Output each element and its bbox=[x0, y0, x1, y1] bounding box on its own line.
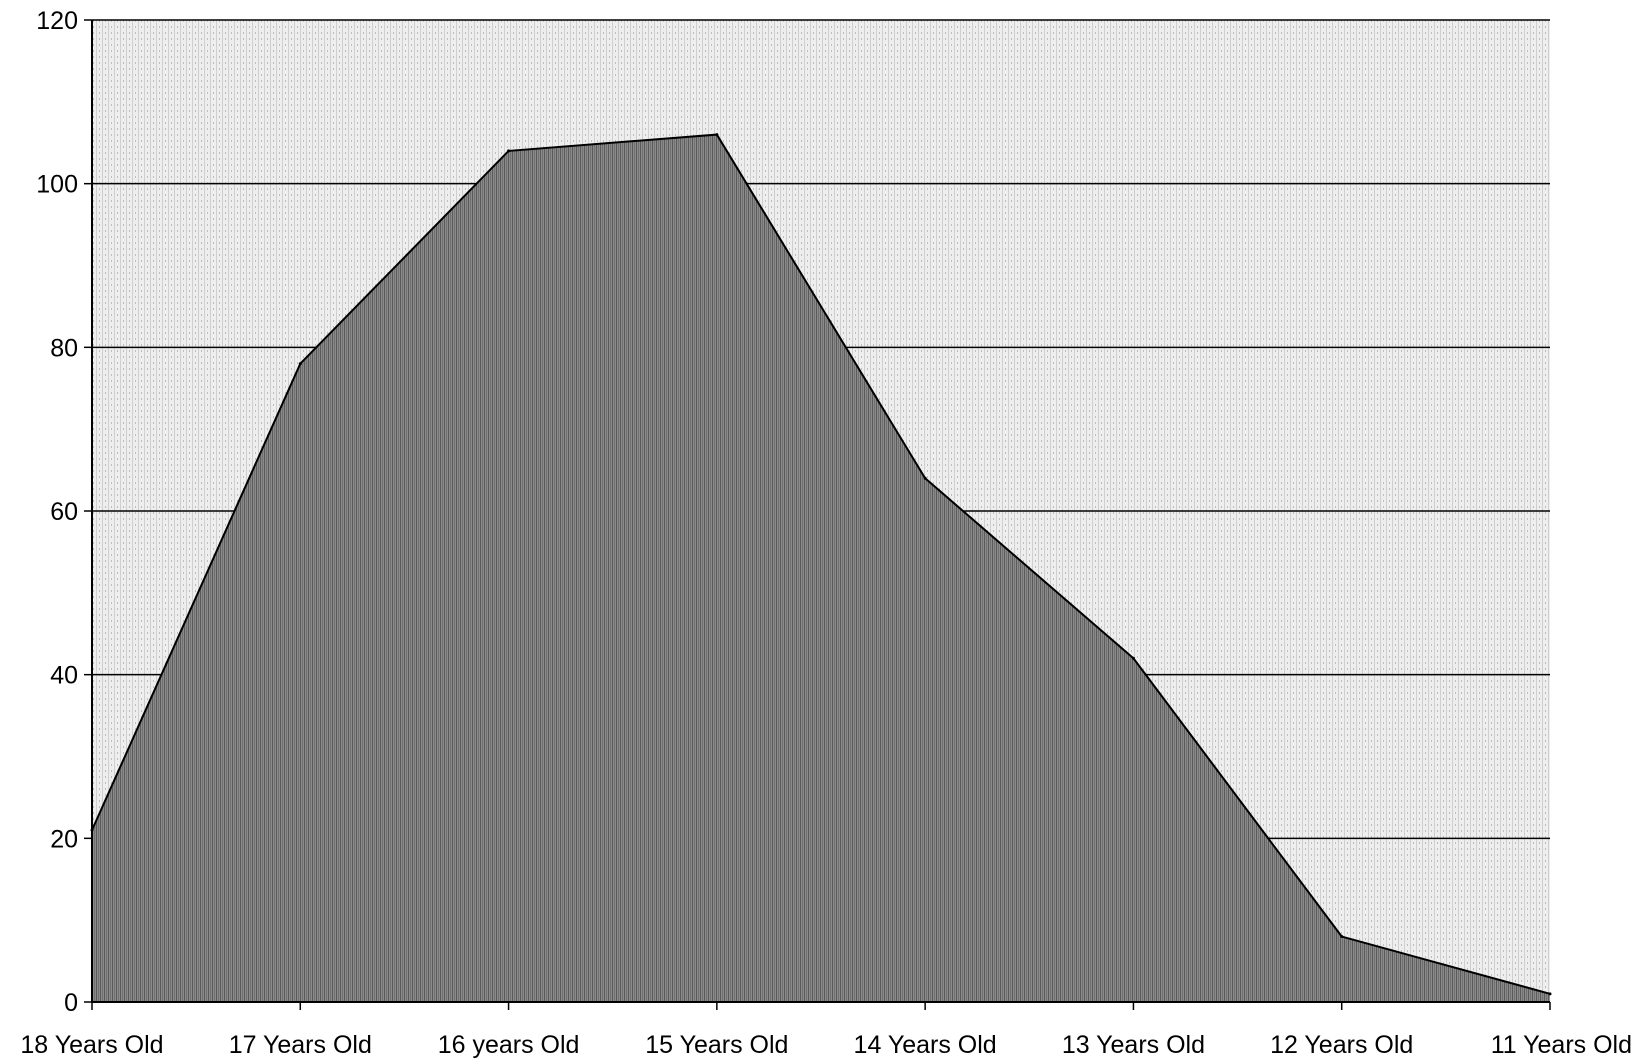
x-tick-label: 16 years Old bbox=[438, 1031, 580, 1059]
x-tick-label: 13 Years Old bbox=[1062, 1031, 1205, 1059]
x-axis-tick-labels: 18 Years Old 17 Years Old 16 years Old 15 Y… bbox=[20, 1002, 1632, 1059]
data-point bbox=[298, 362, 302, 366]
area-fill bbox=[92, 134, 1550, 1003]
x-tick-label: 18 Years Old bbox=[20, 1031, 163, 1059]
y-tick-label: 80 bbox=[50, 334, 78, 362]
x-tick-label: 11 Years Old bbox=[1491, 1031, 1632, 1059]
data-point bbox=[1131, 656, 1135, 660]
y-tick-label: 0 bbox=[64, 989, 78, 1017]
x-tick-label: 14 Years Old bbox=[854, 1031, 997, 1059]
y-tick-label: 20 bbox=[50, 825, 78, 853]
data-point bbox=[715, 133, 719, 137]
x-tick-label: 17 Years Old bbox=[229, 1031, 372, 1059]
data-point bbox=[1340, 935, 1344, 939]
y-axis-tick-labels: 0 20 40 60 80 100 120 bbox=[36, 7, 92, 1017]
data-point bbox=[923, 476, 927, 480]
x-tick-label: 12 Years Old bbox=[1270, 1031, 1413, 1059]
data-point bbox=[507, 149, 511, 153]
y-tick-label: 60 bbox=[50, 498, 78, 526]
y-tick-label: 40 bbox=[50, 662, 78, 690]
y-tick-label: 100 bbox=[36, 171, 78, 199]
x-tick-label: 15 Years Old bbox=[645, 1031, 788, 1059]
area-outline bbox=[91, 133, 1551, 995]
data-point bbox=[1548, 992, 1552, 996]
y-tick-label: 120 bbox=[36, 7, 78, 35]
